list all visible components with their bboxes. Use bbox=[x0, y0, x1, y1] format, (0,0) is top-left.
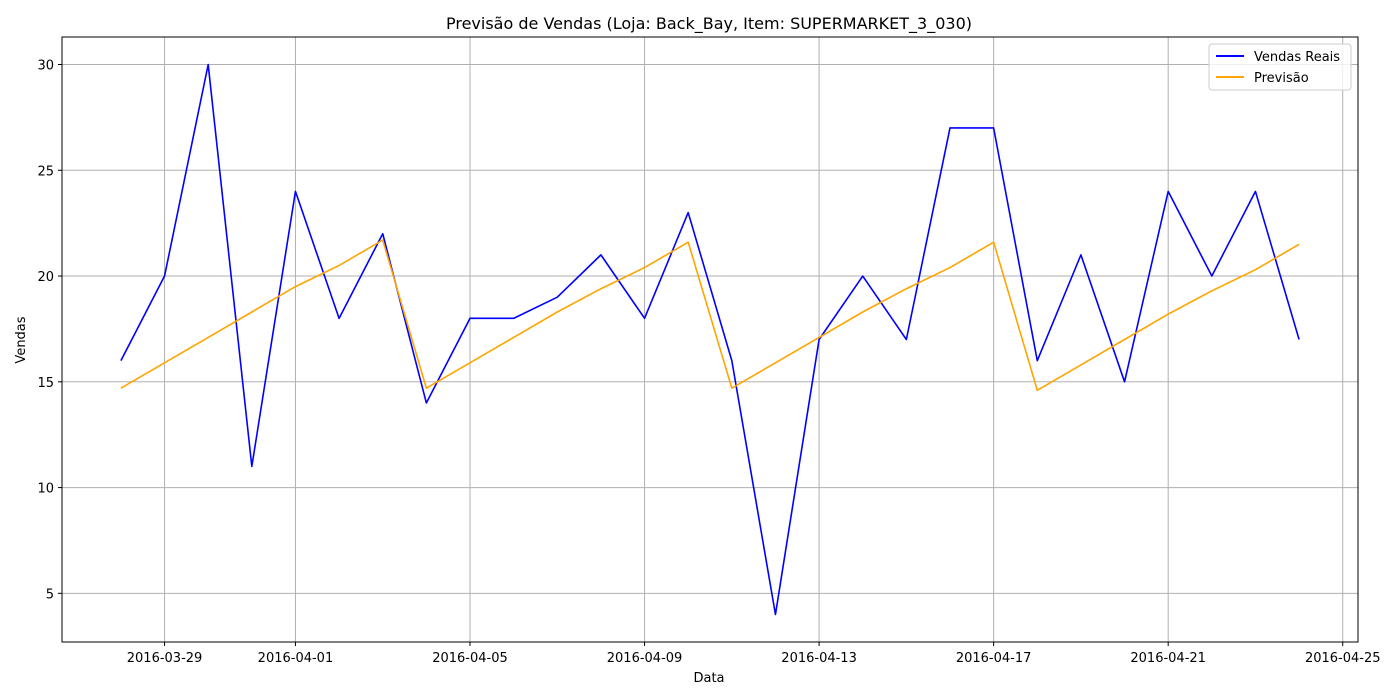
y-tick-label: 15 bbox=[37, 376, 54, 391]
grid-lines bbox=[62, 37, 1358, 642]
x-tick-label: 2016-04-01 bbox=[258, 651, 334, 666]
x-tick-label: 2016-04-09 bbox=[607, 651, 683, 666]
series-line-forecast bbox=[120, 239, 1300, 392]
legend-label-forecast: Previsão bbox=[1254, 71, 1309, 86]
axis-ticks: 5 10 15 20 25 30 2016-03-29 2016-04-01 2016-04-0… bbox=[37, 59, 1380, 667]
x-axis-label: Data bbox=[693, 671, 724, 686]
y-tick-label: 20 bbox=[37, 270, 54, 285]
x-tick-label: 2016-03-29 bbox=[127, 651, 203, 666]
x-tick-label: 2016-04-13 bbox=[781, 651, 857, 666]
x-tick-label: 2016-04-21 bbox=[1130, 651, 1206, 666]
y-tick-label: 30 bbox=[37, 59, 54, 74]
y-tick-label: 25 bbox=[37, 164, 54, 179]
legend-frame bbox=[1208, 43, 1352, 91]
legend: Vendas Reais Previsão bbox=[1208, 43, 1352, 91]
y-tick-label: 5 bbox=[46, 587, 54, 602]
series-lines bbox=[120, 63, 1300, 616]
plot-frame bbox=[61, 36, 1359, 643]
y-tick-label: 10 bbox=[37, 482, 54, 497]
x-tick-label: 2016-04-17 bbox=[956, 651, 1032, 666]
legend-label-actual: Vendas Reais bbox=[1254, 50, 1340, 65]
series-line-actual-sales bbox=[120, 63, 1300, 616]
x-tick-label: 2016-04-05 bbox=[432, 651, 508, 666]
x-tick-label: 2016-04-25 bbox=[1305, 651, 1381, 666]
chart-title: Previsão de Vendas (Loja: Back_Bay, Item… bbox=[446, 14, 972, 34]
y-axis-label: Vendas bbox=[14, 316, 29, 363]
